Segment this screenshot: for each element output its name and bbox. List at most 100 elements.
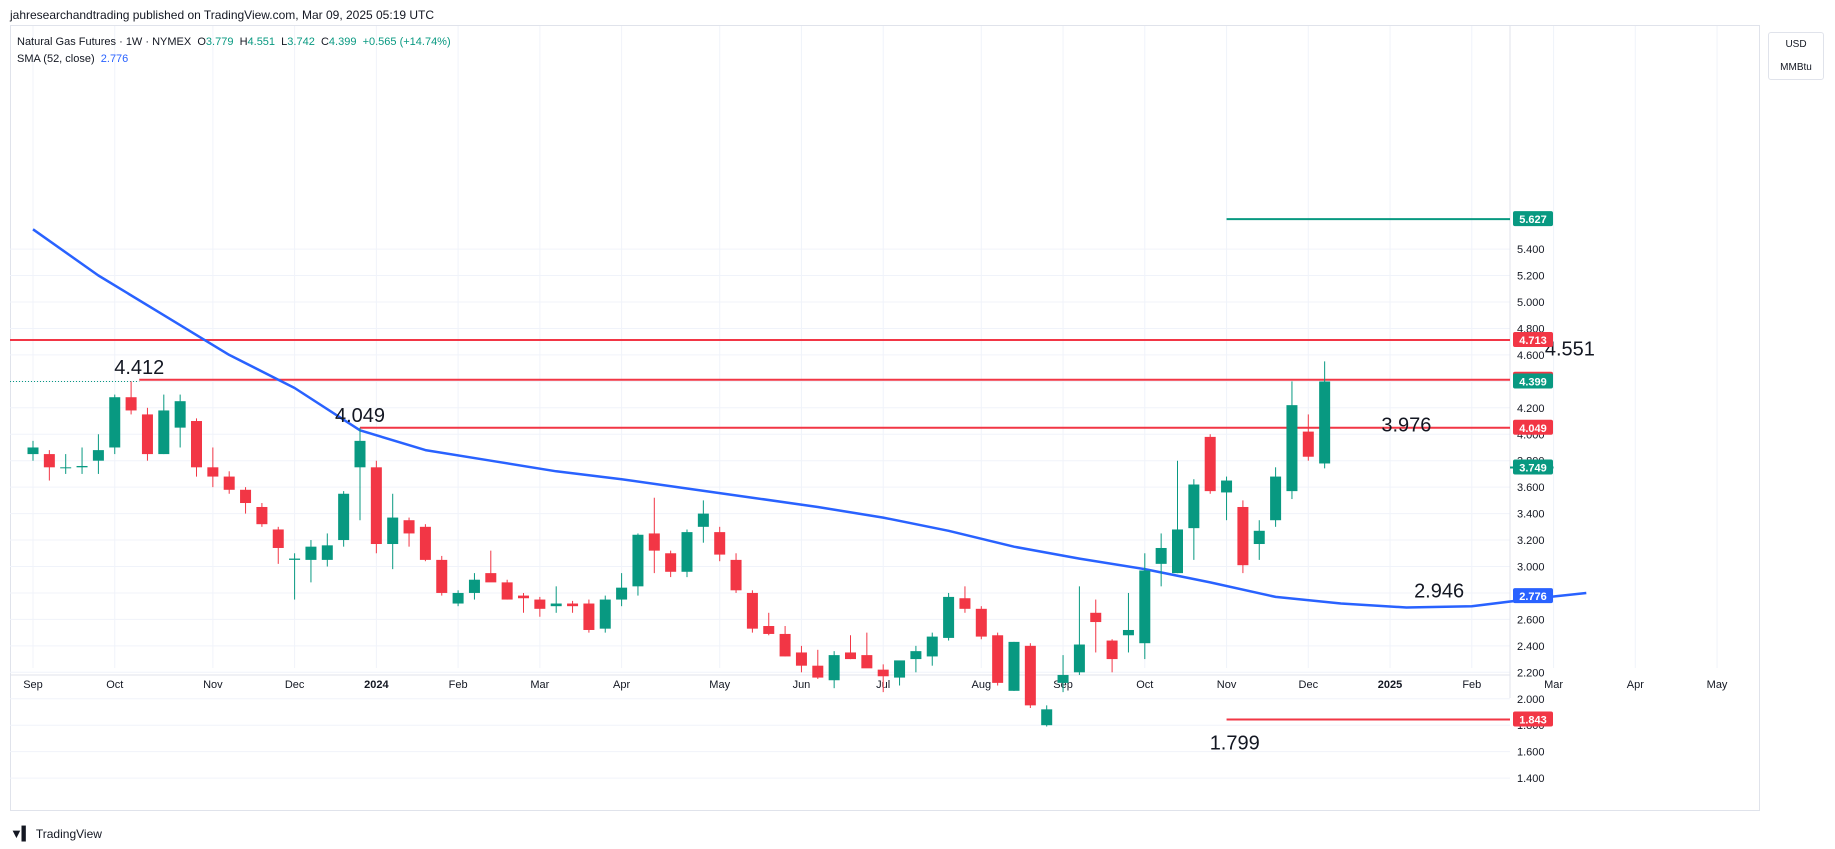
level-price-tag: 4.713 (1519, 335, 1547, 347)
candle-body (256, 506, 268, 525)
candle-body (403, 520, 415, 534)
publish-caption: jahresearchandtrading published on Tradi… (10, 8, 435, 22)
candle-body (1008, 641, 1020, 691)
candle-body (141, 414, 153, 455)
price-annotation: 3.976 (1381, 414, 1431, 436)
candle-body (861, 655, 873, 669)
candle-body (1073, 644, 1085, 673)
legend-open: 3.779 (205, 36, 234, 48)
candle-body (223, 476, 235, 490)
candle-body (27, 447, 39, 455)
legend-ohlc-row: Natural Gas Futures · 1W · NYMEX O3.779 … (17, 34, 451, 51)
candle-body (468, 579, 480, 593)
candle-body (370, 467, 382, 545)
x-tick-label: Sep (23, 679, 43, 691)
candle-body (60, 467, 72, 469)
price-annotation: 1.799 (1210, 732, 1260, 754)
candle-body (1090, 612, 1102, 623)
chart-frame (10, 25, 1760, 811)
y-tick-label: 1.400 (1517, 773, 1545, 785)
legend-close-label: C (320, 36, 329, 48)
candle-body (828, 655, 840, 681)
x-tick-label: Mar (1544, 679, 1563, 691)
candle-body (943, 596, 955, 638)
candle-body (1253, 530, 1265, 545)
x-tick-label: Aug (972, 679, 992, 691)
y-tick-label: 5.200 (1517, 271, 1545, 283)
x-tick-label: 2024 (364, 679, 389, 691)
legend-high-label: H (239, 36, 248, 48)
legend-low: 3.742 (287, 36, 315, 48)
candle-body (1057, 674, 1069, 683)
candle-body (321, 545, 333, 560)
price-annotation: 4.412 (114, 357, 164, 379)
candle-body (354, 440, 366, 468)
x-tick-label: Nov (203, 679, 223, 691)
price-annotation: 2.946 (1414, 581, 1464, 603)
candle-body (305, 546, 317, 560)
candle-body (1106, 640, 1118, 660)
candle-body (779, 633, 791, 657)
current-price-tag-bg (1513, 373, 1553, 389)
candle-body (1139, 570, 1151, 644)
candle-body (910, 651, 922, 660)
legend-change: +0.565 (+14.74%) (362, 36, 451, 48)
candle-body (926, 636, 938, 657)
x-tick-label: Feb (449, 679, 468, 691)
level-price-tag-bg (1513, 419, 1553, 435)
x-tick-label: May (709, 679, 730, 691)
y-tick-label: 3.200 (1517, 535, 1545, 547)
candle-body (207, 467, 219, 477)
candle-body (125, 397, 137, 411)
candle-body (534, 599, 546, 609)
x-tick-label: Mar (530, 679, 549, 691)
y-tick-label: 2.200 (1517, 667, 1545, 679)
level-price-tag: 4.049 (1519, 423, 1547, 435)
candle-body (550, 603, 562, 607)
y-tick-label: 2.600 (1517, 614, 1545, 626)
candle-body (632, 534, 644, 587)
price-annotation: 4.049 (335, 405, 385, 427)
candle-body (419, 526, 431, 560)
level-price-tag: 5.627 (1519, 214, 1547, 226)
candle-body (746, 592, 758, 629)
candle-body (894, 660, 906, 678)
candle-body (436, 559, 448, 593)
candle-body (1270, 476, 1282, 521)
candle-body (289, 558, 301, 560)
chart-legend: Natural Gas Futures · 1W · NYMEX O3.779 … (17, 34, 451, 68)
candle-body (109, 397, 121, 448)
candle-body (714, 532, 726, 555)
unit-label: MMBtu (1780, 62, 1812, 73)
x-tick-label: Dec (285, 679, 305, 691)
y-tick-label: 2.000 (1517, 694, 1545, 706)
candle-body (616, 587, 628, 600)
candle-body (1041, 709, 1053, 726)
candle-body (1155, 547, 1167, 564)
candle-body (681, 532, 693, 572)
level-price-tag: 1.843 (1519, 715, 1547, 727)
candle-body (567, 603, 579, 607)
level-price-tag: 3.749 (1519, 462, 1547, 474)
candle-body (158, 410, 170, 455)
candle-body (338, 493, 350, 541)
candle-body (812, 665, 824, 678)
footer-brand[interactable]: ▼▍ TradingView (10, 826, 102, 842)
candle-body (763, 626, 775, 634)
candle-body (1302, 431, 1314, 457)
candle-body (975, 608, 987, 637)
candle-body (76, 465, 88, 468)
legend-close: 4.399 (328, 36, 357, 48)
legend-sma-row: SMA (52, close) 2.776 (17, 51, 451, 68)
candle-body (501, 582, 513, 600)
candle-body (1188, 484, 1200, 529)
current-price-tag: 4.399 (1519, 376, 1547, 388)
candle-body (795, 652, 807, 666)
candle-body (518, 595, 529, 599)
legend-low-label: L (281, 36, 288, 48)
x-tick-label: Feb (1462, 679, 1481, 691)
candle-body (959, 598, 971, 609)
x-tick-label: May (1707, 679, 1728, 691)
unit-selector[interactable]: USD MMBtu (1768, 32, 1824, 80)
